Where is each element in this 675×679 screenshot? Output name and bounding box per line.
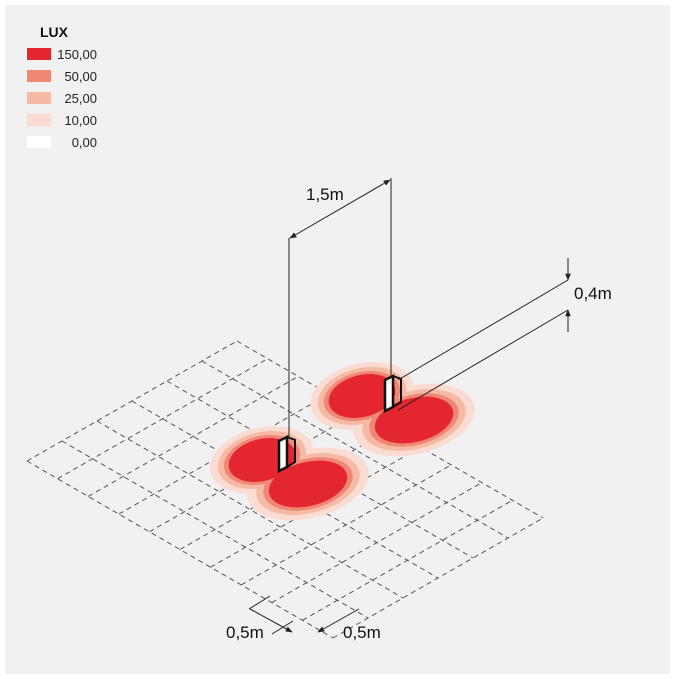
- luminaire-left: [277, 434, 296, 474]
- dimension-spacing-label: 1,5m: [306, 185, 344, 204]
- grid-line: [271, 482, 483, 604]
- luminaire-right: [383, 373, 402, 414]
- dimension-cell-b-label: 0,5m: [343, 623, 381, 642]
- grid-line: [302, 499, 513, 621]
- dimension-height: [397, 258, 571, 411]
- dimension-cells: [248, 595, 360, 635]
- grid-line: [236, 340, 544, 519]
- floor-grid: [26, 340, 544, 639]
- grid-line: [240, 464, 452, 586]
- legend-label: 0,00: [72, 135, 97, 150]
- lux-zone: [374, 396, 454, 444]
- lux-zone: [268, 460, 348, 508]
- grid-line: [57, 358, 268, 480]
- legend-swatch: [27, 92, 51, 104]
- grid-line: [131, 400, 439, 579]
- diagram-frame: [5, 5, 670, 674]
- dimension-spacing: [288, 178, 392, 438]
- legend-swatch: [27, 114, 51, 126]
- legend-title: LUX: [40, 24, 69, 40]
- grid-line: [26, 460, 334, 639]
- legend-swatch: [27, 48, 51, 60]
- legend-label: 25,00: [64, 91, 97, 106]
- legend-label: 150,00: [57, 47, 97, 62]
- grid-line: [332, 517, 544, 639]
- grid-line: [166, 380, 474, 559]
- legend-label: 10,00: [64, 113, 97, 128]
- legend-label: 50,00: [64, 69, 97, 84]
- grid-line: [26, 340, 238, 462]
- dimension-cell-a-label: 0,5m: [226, 623, 264, 642]
- grid-line: [61, 440, 369, 619]
- grid-line: [201, 360, 509, 539]
- lux-zone: [328, 374, 396, 418]
- grid-line: [87, 375, 299, 497]
- legend: LUX 150,00 50,00 25,00 10,00 0,00: [27, 24, 97, 150]
- legend-swatch: [27, 70, 51, 82]
- grid-line: [96, 420, 404, 599]
- legend-swatch: [27, 136, 51, 148]
- dimension-height-label: 0,4m: [574, 284, 612, 303]
